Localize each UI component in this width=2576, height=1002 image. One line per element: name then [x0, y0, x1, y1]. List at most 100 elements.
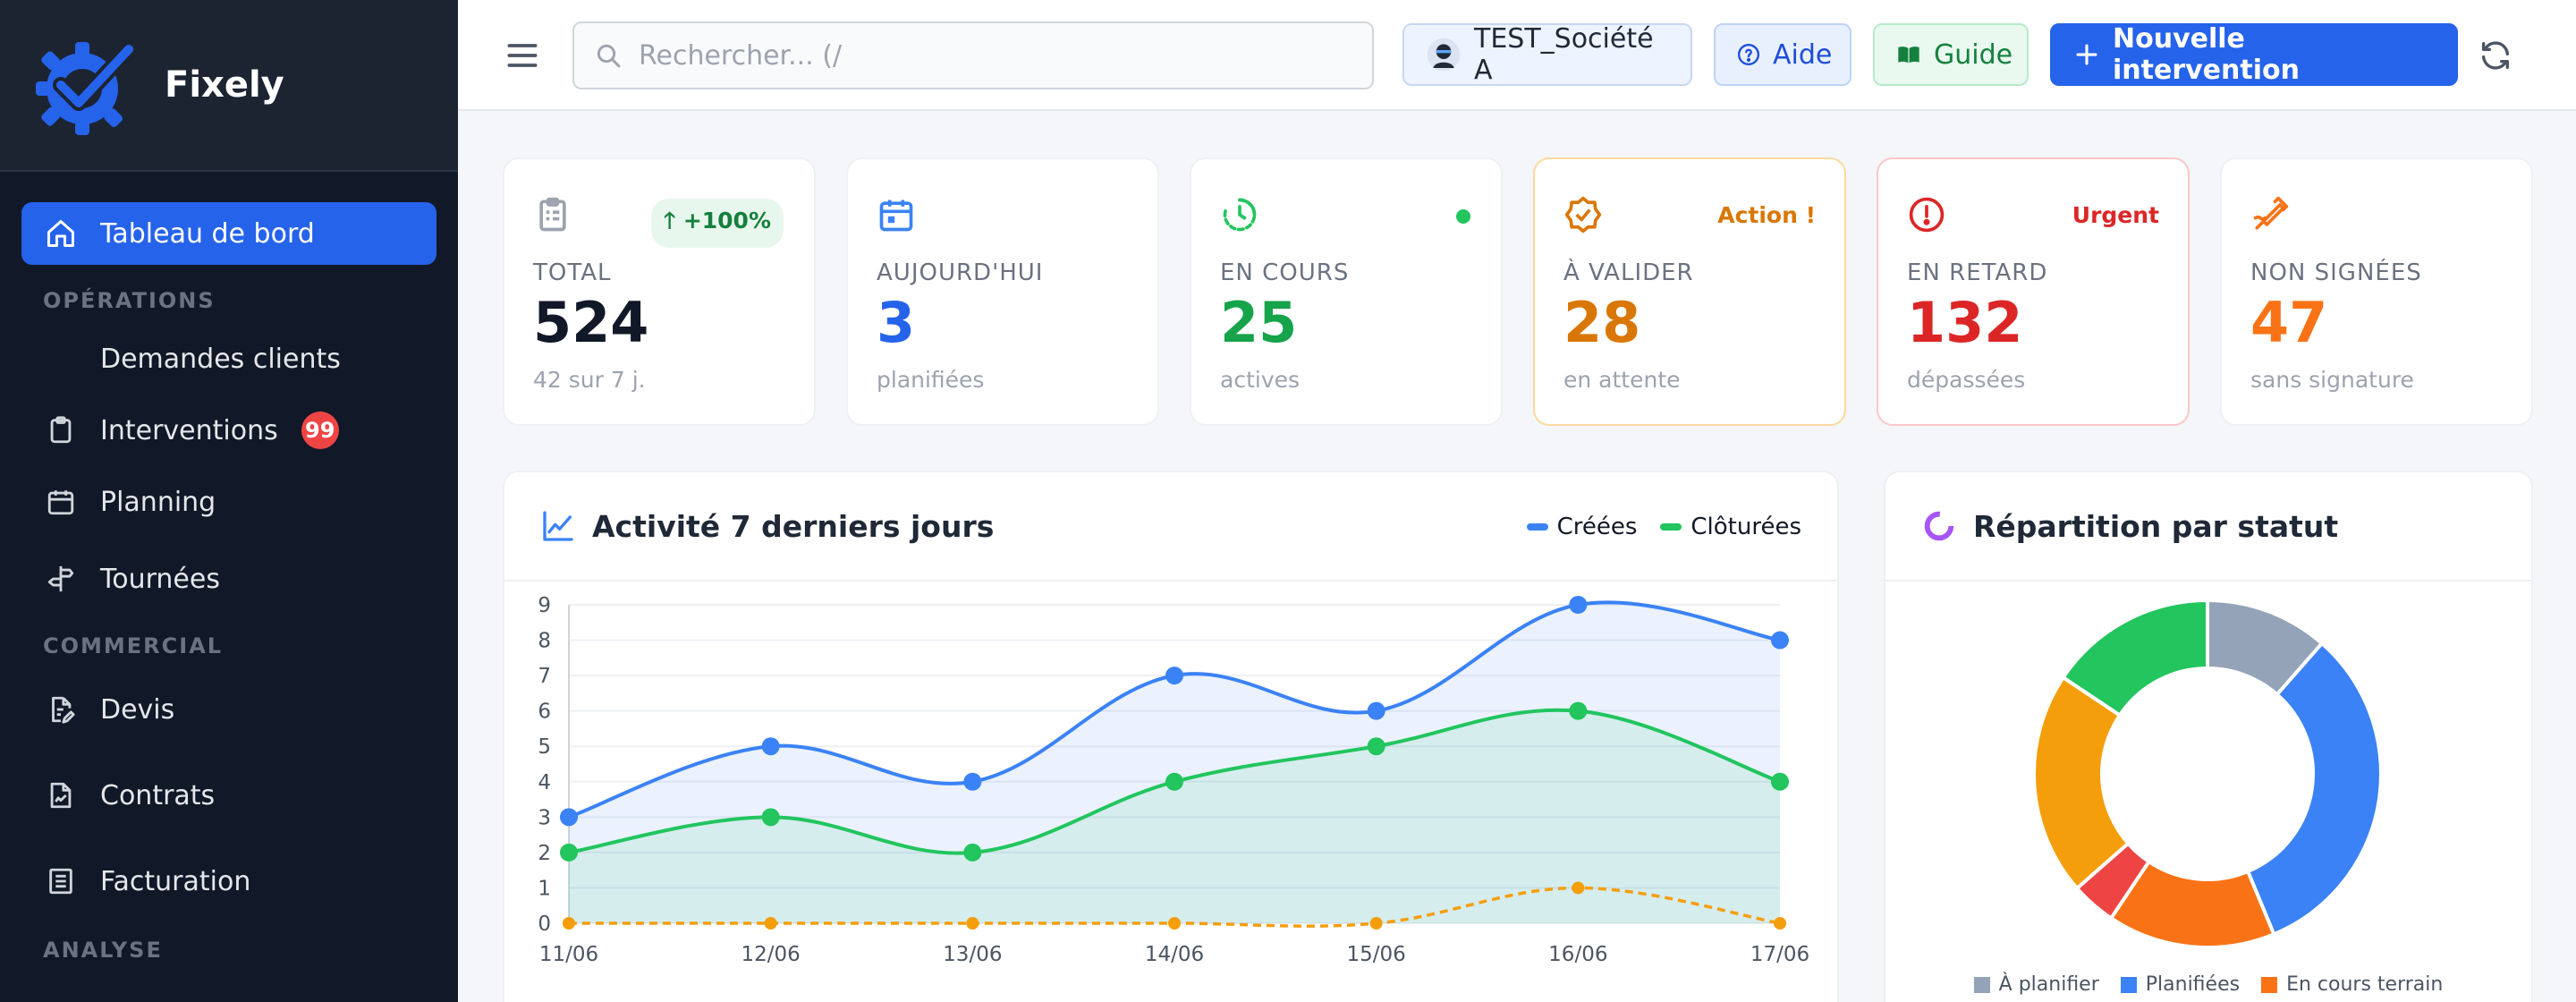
kpi-card-non-signees[interactable]: NON SIGNÉES 47 sans signature: [2220, 157, 2533, 426]
data-point: [1168, 917, 1181, 930]
y-tick-label: 2: [538, 842, 551, 865]
book-open-icon: [1896, 42, 1921, 67]
data-point: [1774, 917, 1786, 930]
data-point: [963, 772, 982, 791]
x-tick-label: 12/06: [741, 943, 801, 966]
x-tick-label: 13/06: [943, 943, 1002, 966]
refresh-icon[interactable]: [2478, 38, 2513, 73]
clock-icon: [1223, 198, 1257, 232]
legend-item-a-planifier[interactable]: À planifier: [1973, 973, 2099, 996]
live-status-dot: [1456, 209, 1470, 224]
kpi-card-en-retard[interactable]: Urgent EN RETARD 132 dépassées: [1877, 157, 2190, 426]
sidebar-item-label: Planning: [100, 486, 216, 518]
search-icon: [597, 44, 621, 68]
search-box[interactable]: [572, 21, 1374, 89]
kpi-trend-badge: 🡑 +100%: [651, 199, 784, 248]
y-tick-label: 8: [538, 630, 551, 653]
donut-slice[interactable]: [2060, 598, 2209, 718]
data-point: [1572, 881, 1585, 895]
data-point: [1165, 667, 1183, 685]
series-area: [569, 709, 1780, 923]
activity-panel-header: Activité 7 derniers jours Créées Clôturé…: [504, 472, 1837, 582]
data-point: [761, 808, 780, 827]
repartition-panel-header: Répartition par statut: [1885, 472, 2531, 582]
x-tick-label: 15/06: [1347, 943, 1406, 966]
sidebar-item-planning[interactable]: Planning: [21, 471, 436, 533]
activity-title: Activité 7 derniers jours: [592, 508, 995, 544]
hamburger-menu-icon[interactable]: [503, 36, 542, 75]
activity-panel: Activité 7 derniers jours Créées Clôturé…: [503, 471, 1839, 1002]
sidebar-item-contrats[interactable]: Contrats: [21, 764, 436, 827]
status-donut-chart: [2032, 598, 2383, 949]
company-selector[interactable]: TEST_Société A: [1402, 23, 1692, 86]
data-point: [1771, 772, 1789, 791]
y-tick-label: 9: [538, 594, 551, 617]
kpi-subtext: 42 sur 7 j.: [533, 367, 646, 393]
calendar-icon: [879, 200, 913, 232]
x-tick-label: 16/06: [1548, 943, 1607, 966]
y-tick-label: 3: [538, 806, 551, 829]
kpi-subtext: actives: [1220, 367, 1301, 393]
sidebar-item-devis[interactable]: Devis: [21, 678, 436, 741]
repartition-title: Répartition par statut: [1973, 508, 2339, 544]
kpi-value: 524: [533, 290, 649, 355]
y-tick-label: 7: [538, 665, 551, 688]
sidebar-item-label: Contrats: [100, 779, 216, 811]
sidebar-item-tableau-de-bord[interactable]: Tableau de bord: [21, 202, 436, 265]
new-intervention-button[interactable]: Nouvelle intervention: [2050, 23, 2458, 86]
activity-legend: Créées Clôturées: [1504, 514, 1801, 540]
data-point: [563, 917, 575, 930]
calendar-icon: [43, 484, 79, 520]
kpi-label: EN COURS: [1220, 259, 1350, 286]
legend-item-cloturees[interactable]: Clôturées: [1660, 514, 1801, 540]
sidebar-item-interventions[interactable]: Interventions 99: [21, 399, 436, 462]
data-point: [560, 808, 578, 827]
kpi-card-aujourdhui[interactable]: AUJOURD'HUI 3 planifiées: [846, 157, 1159, 426]
search-input[interactable]: [639, 39, 1354, 72]
kpi-card-a-valider[interactable]: Action ! À VALIDER 28 en attente: [1533, 157, 1846, 426]
sidebar-item-label: Tableau de bord: [100, 217, 315, 250]
x-tick-label: 17/06: [1750, 943, 1809, 966]
data-point: [1569, 701, 1588, 720]
legend-item-creees[interactable]: Créées: [1526, 514, 1637, 540]
sidebar: Fixely Tableau de bord OPÉRATIONS Demand…: [0, 0, 458, 1002]
clipboard-list-icon: [539, 197, 566, 232]
kpi-value: 3: [877, 290, 916, 355]
legend-item-planifiees[interactable]: Planifiées: [2120, 973, 2240, 996]
kpi-subtext: en attente: [1563, 367, 1681, 393]
clipboard-icon: [43, 412, 79, 448]
sidebar-item-label: Interventions: [100, 414, 278, 446]
y-tick-label: 0: [538, 913, 551, 936]
kpi-card-total[interactable]: 🡑 +100% TOTAL 524 42 sur 7 j.: [503, 157, 816, 426]
sidebar-item-tournees[interactable]: Tournées: [21, 548, 436, 610]
guide-button[interactable]: Guide: [1873, 23, 2029, 86]
signpost-icon: [43, 561, 79, 597]
legend-item-en-cours-terrain[interactable]: En cours terrain: [2261, 973, 2443, 996]
kpi-card-en-cours[interactable]: EN COURS 25 actives: [1190, 157, 1503, 426]
company-name: TEST_Société A: [1474, 23, 1654, 86]
kpi-label: NON SIGNÉES: [2250, 259, 2422, 286]
signature-icon: [2253, 196, 2289, 230]
sidebar-item-demandes-clients[interactable]: Demandes clients: [21, 327, 436, 390]
y-tick-label: 6: [538, 701, 551, 724]
line-chart-icon: [543, 511, 573, 541]
brand[interactable]: Fixely: [0, 0, 458, 172]
donut-slice[interactable]: [2245, 641, 2383, 937]
sidebar-item-facturation[interactable]: Facturation: [21, 850, 436, 913]
company-avatar-icon: [1426, 37, 1462, 72]
sidebar-item-label: Devis: [100, 693, 175, 726]
kpi-subtext: dépassées: [1907, 367, 2026, 393]
y-tick-label: 5: [538, 735, 551, 759]
data-point: [1771, 631, 1789, 650]
new-intervention-label: Nouvelle intervention: [2113, 23, 2300, 86]
kpi-value: 25: [1220, 290, 1298, 355]
kpi-subtext: planifiées: [877, 367, 985, 393]
donut-chart-icon: [1924, 511, 1954, 541]
aide-button[interactable]: Aide: [1714, 23, 1852, 86]
x-tick-label: 11/06: [539, 943, 598, 966]
repartition-panel: Répartition par statut À planifier Plani…: [1884, 471, 2533, 1002]
kpi-value: 132: [1907, 290, 2023, 355]
section-commercial: COMMERCIAL: [43, 633, 224, 658]
badge-check-icon: [1564, 196, 1602, 234]
aide-label: Aide: [1773, 38, 1833, 71]
